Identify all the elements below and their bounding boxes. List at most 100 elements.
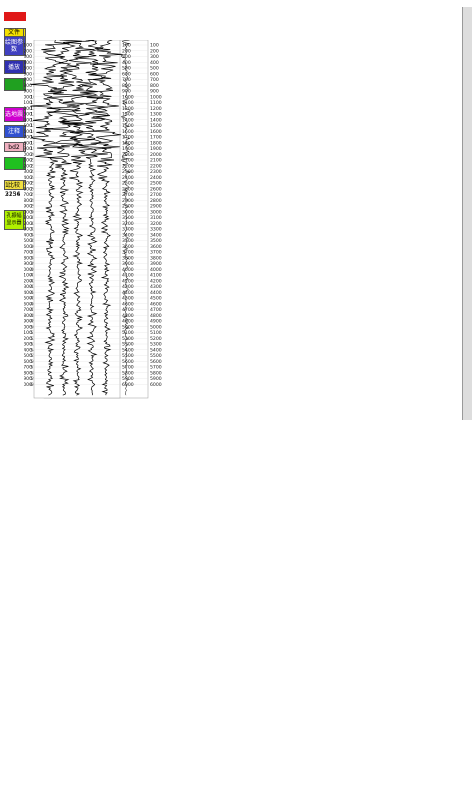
trace-number: 1: [5, 182, 9, 189]
depth-label-right: 2600: [150, 186, 162, 192]
blank-button[interactable]: [4, 157, 24, 170]
depth-label-right: 5000: [122, 324, 134, 330]
depth-label-left: 4500: [24, 296, 32, 302]
icon-button[interactable]: [4, 78, 24, 91]
depth-label-right: 2900: [150, 204, 162, 210]
toolbar-button[interactable]: 注释: [4, 125, 24, 138]
depth-label-right: 1200: [150, 106, 162, 112]
depth-label-left: 3600: [24, 244, 32, 250]
depth-label-left: 1000: [24, 94, 32, 100]
depth-label-right: 5600: [122, 359, 134, 365]
depth-label-left: 1100: [24, 100, 32, 106]
depth-label-right: 2200: [150, 163, 162, 169]
depth-label-right: 5500: [122, 353, 134, 359]
scrollbar[interactable]: [462, 7, 472, 420]
depth-label-right: 2800: [150, 198, 162, 204]
seismic-trace: [45, 40, 83, 396]
depth-value: 2254: [5, 191, 21, 198]
depth-label-right: 5700: [150, 365, 162, 371]
depth-label-right: 5300: [122, 342, 134, 348]
page: 文件绘图参数播放选地震注释bd2比较62254孔振幅显示器10010020020…: [4, 7, 472, 420]
depth-label-right: 3600: [122, 244, 134, 250]
toolbar-button[interactable]: 绘图参数: [4, 36, 24, 56]
depth-label-right: 2500: [122, 181, 134, 187]
depth-label-right: 2900: [122, 204, 134, 210]
depth-label-right: 700: [122, 77, 131, 83]
depth-value: 3136: [5, 191, 21, 198]
depth-label-left: 5000: [24, 324, 32, 330]
depth-label-right: 1700: [150, 135, 162, 141]
toolbar-button[interactable]: 选地震: [4, 107, 24, 122]
depth-label-right: 3300: [150, 227, 162, 233]
depth-label-right: 2500: [150, 181, 162, 187]
depth-label-right: 2000: [150, 152, 162, 158]
depth-label-right: 5100: [150, 330, 162, 336]
depth-label-right: 3600: [150, 244, 162, 250]
depth-label-left: 3000: [24, 209, 32, 215]
depth-label-right: 400: [150, 60, 159, 66]
depth-label-right: 5000: [150, 324, 162, 330]
depth-label-left: 2600: [24, 186, 32, 192]
depth-label-right: 1000: [150, 94, 162, 100]
action-button[interactable]: 孔振幅显示器: [4, 210, 24, 230]
depth-label-left: 5500: [24, 353, 32, 359]
depth-label-right: 1700: [122, 135, 134, 141]
seismic-trace: [58, 40, 99, 396]
depth-label-right: 4200: [150, 278, 162, 284]
depth-label-left: 4600: [24, 301, 32, 307]
depth-label-right: 5800: [122, 370, 134, 376]
seismic-trace: [120, 40, 132, 396]
depth-label-right: 4400: [122, 290, 134, 296]
toolbar-button[interactable]: bd2: [4, 142, 24, 152]
depth-label-left: 2200: [24, 163, 32, 169]
depth-label-right: 4000: [122, 267, 134, 273]
toolbar-button[interactable]: 比较: [4, 180, 24, 190]
depth-label-right: 2100: [122, 158, 134, 164]
depth-label-right: 4100: [150, 273, 162, 279]
depth-label-left: 300: [24, 54, 32, 60]
depth-label-left: 500: [24, 66, 32, 72]
depth-label-right: 2100: [150, 158, 162, 164]
depth-label-right: 5200: [150, 336, 162, 342]
depth-label-left: 5300: [24, 342, 32, 348]
depth-label-right: 900: [150, 89, 159, 95]
depth-label-left: 5600: [24, 359, 32, 365]
depth-label-left: 800: [24, 83, 32, 89]
depth-label-left: 600: [24, 71, 32, 77]
depth-label-right: 5100: [122, 330, 134, 336]
status-box: [4, 12, 24, 21]
depth-label-left: 3400: [24, 232, 32, 238]
depth-label-right: 3300: [122, 227, 134, 233]
depth-label-left: 4400: [24, 290, 32, 296]
depth-label-right: 3400: [150, 232, 162, 238]
depth-label-left: 900: [24, 89, 32, 95]
depth-label-right: 4900: [150, 319, 162, 325]
depth-label-left: 3700: [24, 250, 32, 256]
depth-label-left: 3300: [24, 227, 32, 233]
depth-label-left: 1900: [24, 146, 32, 152]
depth-label-left: 3900: [24, 261, 32, 267]
toolbar-button[interactable]: 播放: [4, 60, 24, 74]
depth-label-left: 2000: [24, 152, 32, 158]
depth-label-right: 4700: [150, 307, 162, 313]
depth-label-left: 5700: [24, 365, 32, 371]
depth-label-right: 300: [150, 54, 159, 60]
depth-label-right: 200: [122, 48, 131, 54]
depth-label-left: 3200: [24, 221, 32, 227]
depth-label-right: 2400: [150, 175, 162, 181]
depth-label-left: 1700: [24, 135, 32, 141]
depth-label-left: 4200: [24, 278, 32, 284]
depth-label-right: 4500: [150, 296, 162, 302]
depth-label-right: 6000: [122, 382, 134, 388]
depth-label-right: 500: [122, 66, 131, 72]
depth-label-left: 1400: [24, 117, 32, 123]
depth-label-right: 2800: [122, 198, 134, 204]
depth-label-right: 600: [150, 71, 159, 77]
depth-label-right: 700: [150, 77, 159, 83]
depth-label-right: 3700: [122, 250, 134, 256]
depth-label-right: 1900: [122, 146, 134, 152]
depth-label-right: 1500: [150, 123, 162, 129]
depth-label-right: 1300: [150, 112, 162, 118]
